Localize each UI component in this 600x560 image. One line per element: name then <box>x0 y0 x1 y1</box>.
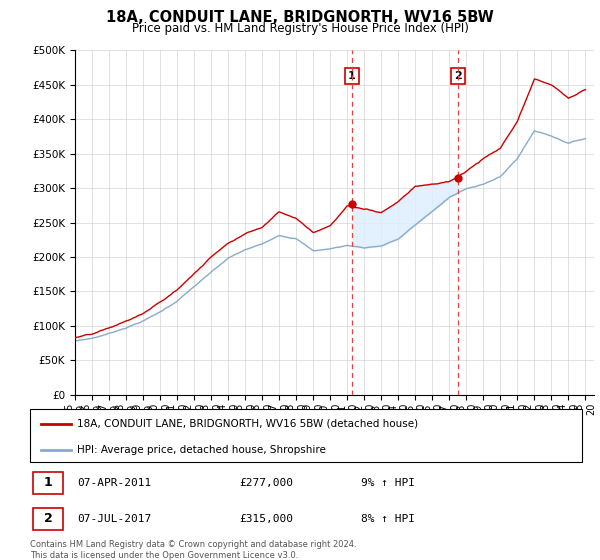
Text: 07-JUL-2017: 07-JUL-2017 <box>77 514 151 524</box>
FancyBboxPatch shape <box>30 409 582 462</box>
FancyBboxPatch shape <box>33 507 63 530</box>
Text: 2: 2 <box>454 71 462 81</box>
Text: £315,000: £315,000 <box>240 514 294 524</box>
Text: Contains HM Land Registry data © Crown copyright and database right 2024.
This d: Contains HM Land Registry data © Crown c… <box>30 540 356 560</box>
FancyBboxPatch shape <box>33 472 63 494</box>
Text: £277,000: £277,000 <box>240 478 294 488</box>
Text: 8% ↑ HPI: 8% ↑ HPI <box>361 514 415 524</box>
Text: 9% ↑ HPI: 9% ↑ HPI <box>361 478 415 488</box>
Text: Price paid vs. HM Land Registry's House Price Index (HPI): Price paid vs. HM Land Registry's House … <box>131 22 469 35</box>
Text: 07-APR-2011: 07-APR-2011 <box>77 478 151 488</box>
Text: 2: 2 <box>44 512 52 525</box>
Text: 1: 1 <box>348 71 356 81</box>
Text: 18A, CONDUIT LANE, BRIDGNORTH, WV16 5BW: 18A, CONDUIT LANE, BRIDGNORTH, WV16 5BW <box>106 10 494 25</box>
Text: HPI: Average price, detached house, Shropshire: HPI: Average price, detached house, Shro… <box>77 445 326 455</box>
Text: 1: 1 <box>44 477 52 489</box>
Text: 18A, CONDUIT LANE, BRIDGNORTH, WV16 5BW (detached house): 18A, CONDUIT LANE, BRIDGNORTH, WV16 5BW … <box>77 419 418 429</box>
